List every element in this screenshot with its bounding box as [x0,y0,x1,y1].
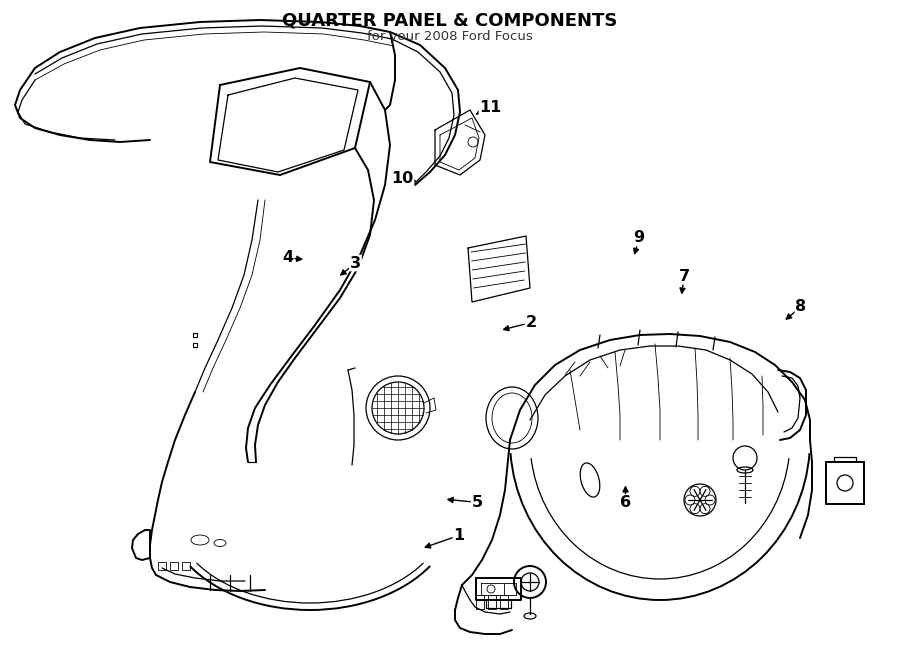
Text: 9: 9 [634,231,644,245]
Text: QUARTER PANEL & COMPONENTS: QUARTER PANEL & COMPONENTS [283,12,617,30]
Text: 1: 1 [454,528,464,543]
Text: 10: 10 [392,171,413,186]
Text: 5: 5 [472,495,482,510]
Text: 4: 4 [283,251,293,265]
Text: 2: 2 [526,315,536,330]
Text: 3: 3 [350,256,361,270]
Text: 11: 11 [480,100,501,115]
Text: 6: 6 [620,495,631,510]
Text: 7: 7 [679,269,689,284]
Text: for your 2008 Ford Focus: for your 2008 Ford Focus [367,30,533,43]
Text: 8: 8 [796,299,806,314]
